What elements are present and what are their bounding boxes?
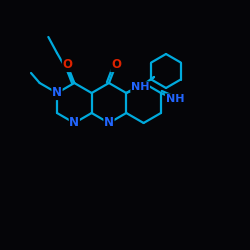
Text: N: N (69, 116, 79, 130)
Text: O: O (111, 58, 121, 71)
Text: N: N (52, 86, 62, 100)
Text: NH: NH (131, 82, 150, 92)
Text: O: O (62, 58, 72, 71)
Text: N: N (104, 116, 114, 130)
Text: NH: NH (166, 94, 184, 104)
